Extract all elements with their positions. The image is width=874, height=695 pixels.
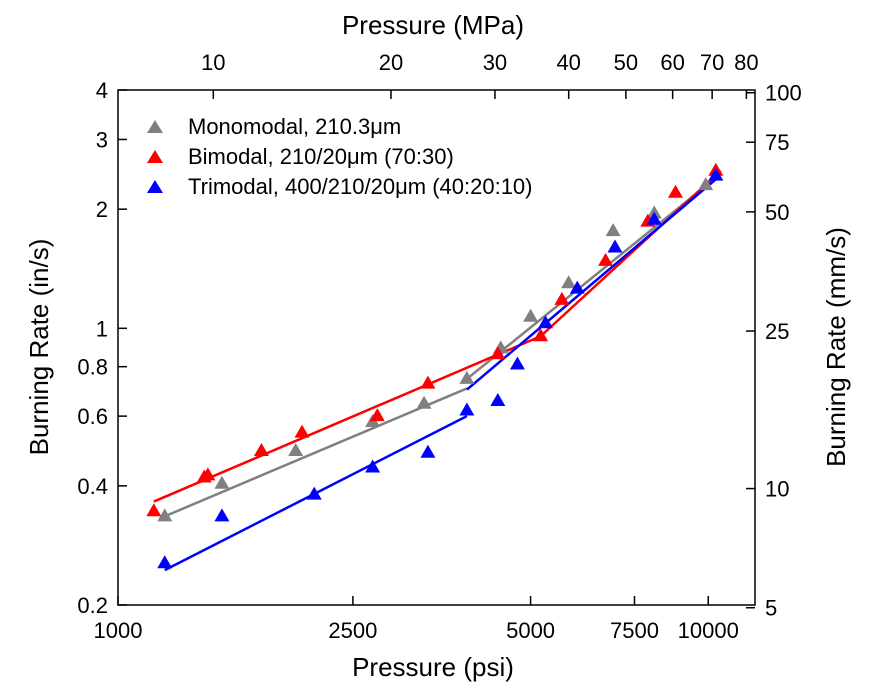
data-point-series-1 — [490, 346, 506, 360]
fit-line-series-2 — [466, 178, 717, 391]
y-axis-title: Burning Rate (in/s) — [24, 239, 54, 456]
y2-tick-label: 10 — [765, 477, 789, 502]
y-tick-label: 0.6 — [77, 404, 108, 429]
data-point-series-2 — [509, 356, 525, 370]
y2-tick-label: 5 — [765, 596, 777, 621]
y2-tick-label: 100 — [765, 81, 802, 106]
y2-tick-label: 25 — [765, 319, 789, 344]
data-point-series-0 — [523, 308, 539, 322]
y2-tick-label: 50 — [765, 200, 789, 225]
x2-axis-title: Pressure (MPa) — [342, 10, 524, 40]
x2-tick-label: 50 — [614, 50, 638, 75]
x-axis-title: Pressure (psi) — [352, 652, 514, 682]
data-point-series-2 — [569, 280, 585, 294]
y-tick-label: 1 — [96, 316, 108, 341]
x-tick-label: 10000 — [678, 618, 739, 643]
data-point-series-0 — [416, 395, 432, 409]
data-point-series-2 — [607, 239, 623, 253]
x-tick-label: 5000 — [506, 618, 555, 643]
legend-marker-bimodal — [147, 150, 163, 163]
data-point-series-0 — [288, 442, 304, 456]
data-point-series-1 — [667, 184, 683, 198]
x2-tick-label: 20 — [379, 50, 403, 75]
x2-tick-label: 70 — [700, 50, 724, 75]
data-point-series-1 — [253, 442, 269, 456]
fit-line-series-0 — [164, 387, 468, 518]
x2-tick-label: 60 — [660, 50, 684, 75]
data-point-series-1 — [146, 503, 162, 517]
data-point-series-0 — [561, 275, 577, 289]
fit-line-series-0 — [466, 176, 717, 380]
data-point-series-0 — [214, 475, 230, 489]
data-point-series-2 — [306, 486, 322, 500]
data-point-series-0 — [157, 508, 173, 522]
y-tick-label: 0.8 — [77, 355, 108, 380]
x-tick-label: 2500 — [328, 618, 377, 643]
data-point-series-2 — [420, 444, 436, 458]
legend-label-bimodal: Bimodal, 210/20μm (70:30) — [188, 144, 454, 169]
data-point-series-2 — [214, 508, 230, 522]
data-point-series-2 — [708, 167, 724, 181]
x2-tick-label: 10 — [201, 50, 225, 75]
legend-label-trimodal: Trimodal, 400/210/20μm (40:20:10) — [188, 174, 533, 199]
x2-tick-label: 40 — [556, 50, 580, 75]
data-point-series-1 — [420, 375, 436, 389]
data-point-series-1 — [294, 424, 310, 438]
data-point-series-1 — [200, 467, 216, 481]
legend-item-bimodal: Bimodal, 210/20μm (70:30) — [147, 144, 454, 169]
plot-frame — [117, 89, 756, 606]
data-markers — [146, 162, 724, 569]
data-point-series-2 — [490, 393, 506, 407]
legend-item-monomodal: Monomodal, 210.3μm — [147, 114, 401, 139]
y-tick-label: 0.4 — [77, 474, 108, 499]
data-point-series-1 — [554, 291, 570, 305]
fit-line-series-1 — [153, 335, 542, 503]
x-tick-label: 1000 — [94, 618, 143, 643]
y-tick-label: 0.2 — [77, 593, 108, 618]
legend-item-trimodal: Trimodal, 400/210/20μm (40:20:10) — [147, 174, 533, 199]
x2-tick-label: 30 — [483, 50, 507, 75]
x-tick-label: 7500 — [610, 618, 659, 643]
legend: Monomodal, 210.3μm Bimodal, 210/20μm (70… — [147, 114, 533, 199]
data-point-series-0 — [459, 370, 475, 384]
y2-tick-label: 75 — [765, 130, 789, 155]
data-point-series-1 — [369, 408, 385, 422]
data-point-series-2 — [365, 459, 381, 473]
legend-marker-monomodal — [147, 120, 163, 133]
y-tick-label: 2 — [96, 197, 108, 222]
data-point-series-0 — [698, 177, 714, 191]
data-point-series-2 — [538, 315, 554, 329]
data-point-series-1 — [533, 328, 549, 342]
y-tick-label: 3 — [96, 127, 108, 152]
fit-line-series-1 — [539, 169, 722, 338]
x2-tick-label: 80 — [734, 50, 758, 75]
y-tick-label: 4 — [96, 78, 108, 103]
fit-lines — [153, 169, 722, 572]
data-point-series-0 — [605, 223, 621, 237]
data-point-series-2 — [157, 555, 173, 569]
data-point-series-1 — [598, 252, 614, 266]
data-point-series-2 — [646, 211, 662, 225]
legend-label-monomodal: Monomodal, 210.3μm — [188, 114, 401, 139]
data-point-series-2 — [459, 402, 475, 416]
y2-axis-title: Burning Rate (mm/s) — [821, 227, 851, 467]
legend-marker-trimodal — [147, 180, 163, 193]
tick-marks — [117, 89, 755, 609]
tick-labels: 1000 2500 5000 7500 10000 10 20 30 40 50 60 70 80 0.2… — [77, 50, 801, 643]
